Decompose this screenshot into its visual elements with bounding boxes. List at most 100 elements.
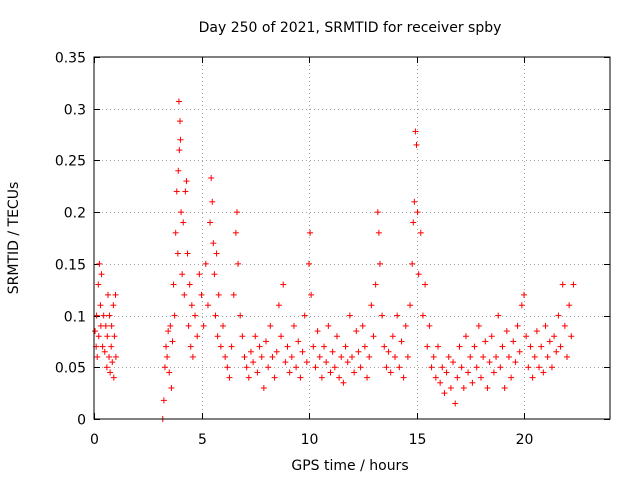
data-point	[460, 384, 467, 391]
data-point	[359, 322, 366, 329]
data-point	[394, 312, 401, 319]
data-point	[196, 271, 203, 278]
data-point	[445, 353, 452, 360]
data-point	[282, 359, 289, 366]
data-point	[100, 312, 107, 319]
data-point	[204, 302, 211, 309]
data-point	[211, 271, 218, 278]
data-point	[540, 369, 547, 376]
data-point	[293, 364, 300, 371]
data-point	[275, 302, 282, 309]
data-point	[521, 291, 527, 298]
data-point	[368, 302, 375, 309]
data-point	[553, 348, 560, 355]
data-point	[312, 364, 319, 371]
data-point	[247, 348, 254, 355]
data-point	[361, 343, 368, 350]
data-point	[222, 353, 229, 360]
data-point	[456, 343, 463, 350]
data-point	[169, 338, 176, 345]
data-point	[364, 374, 371, 381]
data-point	[488, 333, 495, 340]
data-point	[389, 333, 396, 340]
data-point	[224, 364, 231, 371]
data-point	[179, 271, 186, 278]
data-point	[342, 343, 349, 350]
data-point	[108, 322, 115, 329]
data-point	[101, 348, 108, 355]
data-point	[480, 353, 487, 360]
data-point	[325, 322, 332, 329]
data-point	[490, 369, 497, 376]
data-point	[207, 219, 214, 226]
data-point	[321, 343, 328, 350]
data-point	[290, 322, 297, 329]
data-point	[346, 312, 353, 319]
data-point	[430, 353, 437, 360]
data-point	[426, 322, 433, 329]
data-point	[110, 374, 117, 381]
data-point	[189, 353, 196, 360]
data-point	[92, 328, 99, 335]
data-point	[167, 322, 174, 329]
data-point	[269, 353, 276, 360]
y-axis-label: SRMTID / TECUs	[6, 182, 22, 295]
data-point	[278, 333, 285, 340]
data-point	[523, 333, 530, 340]
data-point	[316, 353, 323, 360]
data-point	[168, 384, 175, 391]
y-tick-label: 0.35	[55, 51, 86, 67]
data-point	[499, 343, 506, 350]
data-point	[235, 260, 242, 267]
data-point	[297, 374, 304, 381]
data-point	[529, 374, 536, 381]
data-point	[226, 374, 233, 381]
data-point	[198, 291, 205, 298]
data-point	[437, 379, 444, 386]
data-point	[187, 343, 194, 350]
data-point	[295, 338, 302, 345]
data-point	[220, 322, 226, 329]
data-point	[454, 374, 461, 381]
data-point	[288, 353, 295, 360]
data-point	[475, 322, 482, 329]
data-point	[366, 353, 373, 360]
data-point	[516, 348, 523, 355]
data-point	[170, 281, 177, 288]
data-point	[307, 229, 314, 236]
data-point	[415, 271, 422, 278]
data-point	[215, 291, 222, 298]
data-point	[447, 384, 454, 391]
data-point	[503, 328, 510, 335]
data-point	[161, 364, 168, 371]
data-point	[299, 348, 306, 355]
data-point	[570, 281, 577, 288]
data-point	[228, 343, 235, 350]
data-point	[469, 379, 476, 386]
data-point	[375, 229, 382, 236]
x-axis-label: GPS time / hours	[291, 458, 408, 474]
data-point	[271, 374, 278, 381]
data-point	[497, 364, 504, 371]
data-point	[99, 343, 106, 350]
data-point	[160, 397, 167, 404]
data-point	[383, 364, 390, 371]
data-point	[314, 328, 321, 335]
data-point	[163, 343, 170, 350]
data-point	[186, 281, 193, 288]
data-point	[531, 353, 538, 360]
data-point	[185, 322, 192, 329]
x-tick-label: 10	[301, 432, 319, 448]
data-point	[250, 359, 257, 366]
data-point	[465, 369, 472, 376]
data-point	[212, 312, 219, 319]
data-point	[400, 374, 407, 381]
data-point	[407, 302, 414, 309]
data-point	[303, 359, 310, 366]
data-point	[409, 260, 416, 267]
data-point	[419, 312, 426, 319]
data-point	[353, 328, 360, 335]
data-point	[95, 281, 102, 288]
data-point	[432, 374, 439, 381]
data-point	[286, 369, 293, 376]
